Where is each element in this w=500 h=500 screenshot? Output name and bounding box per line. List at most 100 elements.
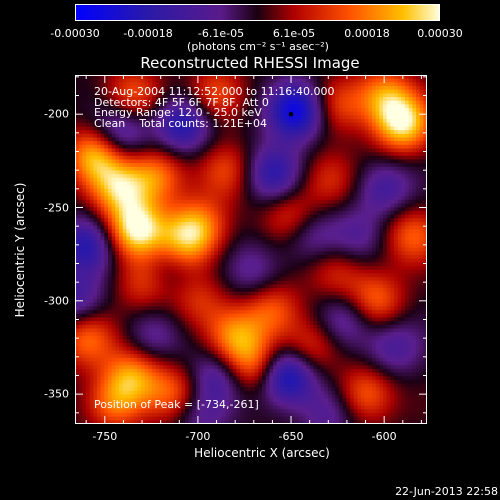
heatmap-cell (163, 192, 168, 197)
heatmap-cell (210, 255, 215, 260)
heatmap-cell (342, 251, 347, 256)
heatmap-cell (89, 255, 94, 260)
heatmap-cell (412, 115, 417, 120)
heatmap-cell (291, 155, 296, 161)
heatmap-cell (346, 188, 351, 194)
heatmap-cell (375, 232, 380, 238)
heatmap-cell (408, 89, 413, 94)
heatmap-cell (258, 243, 263, 249)
heatmap-cell (254, 255, 259, 260)
heatmap-cell (130, 262, 135, 267)
heatmap-cell (412, 111, 417, 117)
heatmap-cell (306, 196, 311, 201)
heatmap-cell (111, 78, 116, 83)
heatmap-cell (412, 225, 417, 230)
heatmap-cell (390, 78, 395, 83)
heatmap-cell (339, 126, 344, 131)
heatmap-cell (218, 210, 223, 216)
heatmap-cell (75, 155, 80, 161)
heatmap-cell (236, 141, 241, 146)
heatmap-cell (401, 137, 406, 142)
heatmap-cell (397, 100, 402, 105)
heatmap-cell (185, 188, 190, 194)
heatmap-cell (284, 225, 289, 230)
heatmap-cell (412, 247, 417, 252)
heatmap-cell (346, 255, 351, 260)
heatmap-cell (181, 225, 186, 230)
heatmap-cell (262, 232, 267, 238)
heatmap-cell (232, 196, 237, 201)
heatmap-cell (280, 240, 285, 245)
heatmap-cell (108, 144, 113, 150)
heatmap-cell (93, 203, 98, 208)
heatmap-cell (269, 232, 274, 238)
heatmap-cell (166, 155, 171, 161)
heatmap-cell (163, 247, 168, 252)
heatmap-cell (254, 137, 259, 142)
heatmap-cell (291, 251, 296, 256)
heatmap-cell (342, 255, 347, 260)
heatmap-cell (386, 122, 391, 128)
heatmap-cell (419, 78, 424, 83)
heatmap-cell (353, 210, 358, 216)
heatmap-cell (137, 163, 142, 168)
heatmap-cell (372, 122, 377, 128)
heatmap-cell (273, 170, 278, 175)
heatmap-cell (298, 221, 303, 227)
heatmap-cell (229, 203, 234, 208)
heatmap-cell (287, 210, 292, 216)
heatmap-cell (408, 97, 413, 102)
heatmap-cell (306, 251, 311, 256)
heatmap-cell (408, 240, 413, 245)
heatmap-cell (78, 188, 83, 194)
heatmap-cell (210, 137, 215, 142)
heatmap-cell (313, 232, 318, 238)
heatmap-cell (207, 199, 212, 205)
heatmap-cell (419, 188, 424, 194)
heatmap-cell (177, 199, 182, 205)
heatmap-cell (177, 130, 182, 135)
heatmap-cell (379, 258, 384, 263)
heatmap-cell (144, 163, 149, 168)
heatmap-cell (247, 148, 252, 153)
heatmap-cell (199, 152, 204, 157)
heatmap-cell (423, 207, 427, 212)
heatmap-cell (361, 89, 366, 94)
heatmap-cell (401, 119, 406, 124)
heatmap-cell (287, 177, 292, 183)
heatmap-cell (218, 203, 223, 208)
heatmap-cell (89, 262, 94, 267)
heatmap-cell (203, 163, 208, 168)
heatmap-cell (383, 251, 388, 256)
heatmap-cell (207, 78, 212, 83)
heatmap-cell (405, 159, 410, 164)
heatmap-cell (82, 126, 87, 131)
heatmap-cell (328, 174, 333, 179)
heatmap-cell (82, 93, 87, 98)
heatmap-cell (258, 155, 263, 161)
heatmap-cell (236, 185, 241, 190)
heatmap-cell (251, 196, 256, 201)
heatmap-cell (192, 75, 197, 80)
heatmap-cell (188, 166, 193, 172)
heatmap-cell (210, 185, 215, 190)
heatmap-cell (86, 163, 91, 168)
heatmap-cell (207, 210, 212, 216)
heatmap-cell (203, 218, 208, 223)
heatmap-cell (75, 218, 80, 223)
heatmap-cell (214, 247, 219, 252)
heatmap-cell (295, 221, 300, 227)
heatmap-cell (111, 152, 116, 157)
heatmap-cell (273, 163, 278, 168)
heatmap-cell (408, 86, 413, 91)
heatmap-cell (210, 192, 215, 197)
heatmap-cell (130, 133, 135, 139)
heatmap-cell (192, 130, 197, 135)
heatmap-cell (254, 188, 259, 194)
heatmap-cell (163, 221, 168, 227)
heatmap-cell (262, 185, 267, 190)
heatmap-cell (166, 199, 171, 205)
heatmap-cell (273, 141, 278, 146)
heatmap-cell (229, 141, 234, 146)
heatmap-cell (412, 203, 417, 208)
